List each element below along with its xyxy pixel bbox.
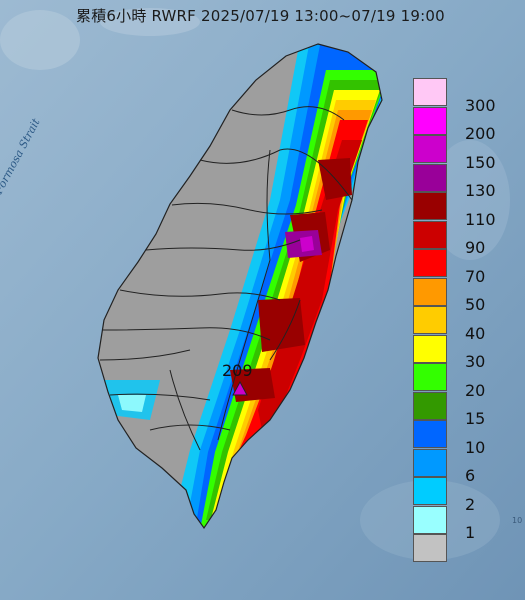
legend-swatch (413, 448, 447, 477)
legend-swatch (413, 420, 447, 448)
legend-swatch (413, 78, 447, 106)
map-title: 累積6小時 RWRF 2025/07/19 13:00~07/19 19:00 (76, 7, 445, 25)
cloud-patch (0, 10, 80, 70)
legend-swatch (413, 477, 447, 505)
cloud-patch (430, 140, 510, 260)
legend-label: 6 (465, 466, 476, 485)
legend-swatch (413, 363, 447, 391)
legend-swatch (413, 192, 447, 220)
legend-label: 10 (465, 437, 486, 457)
legend-swatch (413, 106, 447, 135)
legend-label: 15 (465, 409, 486, 428)
legend-swatch (413, 135, 447, 163)
legend-swatch (413, 534, 447, 562)
legend-label: 130 (465, 181, 496, 200)
cloud-patch (100, 8, 200, 36)
legend-label: 90 (465, 238, 486, 257)
legend-label: 200 (465, 124, 496, 143)
max-value-label: 209 (222, 361, 253, 380)
legend-label: 300 (465, 95, 496, 115)
triangle-icon (232, 380, 248, 396)
legend-label: 70 (465, 266, 486, 286)
legend-label: 2 (465, 494, 476, 514)
boundary-lines (97, 43, 383, 530)
legend-swatch (413, 334, 447, 363)
legend-label: 40 (465, 323, 486, 343)
sea-label-container: Formosa Strait (0, 0, 43, 196)
legend-label: 1 (465, 523, 476, 542)
legend-swatch (413, 163, 447, 192)
legend-swatch (413, 220, 447, 249)
legend-label: 20 (465, 380, 486, 400)
legend-swatch (413, 277, 447, 306)
legend-swatch (413, 505, 447, 534)
rainfall-layer (100, 44, 382, 528)
legend-label: 50 (465, 295, 486, 314)
legend-swatch (413, 249, 447, 277)
legend-swatch (413, 306, 447, 334)
edge-mark: 10 (512, 516, 523, 525)
legend-label: 110 (465, 209, 496, 229)
legend-label: 30 (465, 352, 486, 371)
legend-label: 150 (465, 152, 496, 172)
legend-swatch (413, 391, 447, 420)
